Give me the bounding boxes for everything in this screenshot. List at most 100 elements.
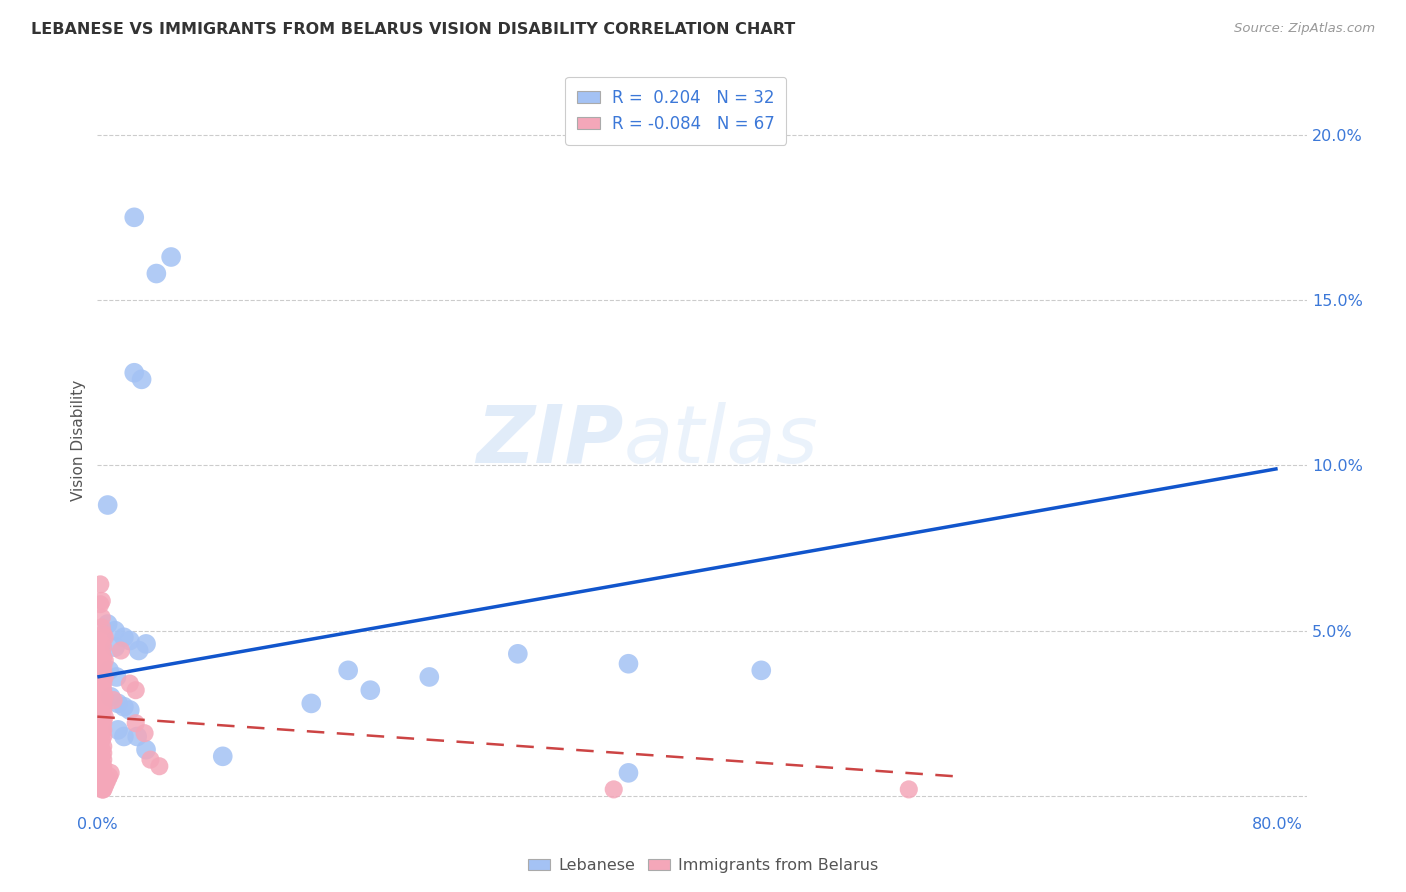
Point bbox=[91, 703, 114, 717]
Point bbox=[112, 630, 135, 644]
Point bbox=[148, 759, 170, 773]
Point bbox=[91, 640, 114, 655]
Point bbox=[603, 782, 626, 797]
Point bbox=[135, 637, 157, 651]
Point bbox=[122, 366, 145, 380]
Point bbox=[91, 716, 114, 731]
Point bbox=[127, 730, 149, 744]
Point bbox=[91, 676, 114, 690]
Point bbox=[125, 683, 148, 698]
Point bbox=[90, 732, 112, 747]
Point bbox=[91, 779, 114, 793]
Point bbox=[90, 610, 112, 624]
Point bbox=[90, 749, 112, 764]
Point bbox=[749, 664, 772, 678]
Point bbox=[91, 713, 114, 727]
Point bbox=[93, 653, 115, 667]
Point bbox=[91, 660, 114, 674]
Point bbox=[122, 211, 145, 225]
Text: Source: ZipAtlas.com: Source: ZipAtlas.com bbox=[1234, 22, 1375, 36]
Point bbox=[91, 782, 114, 797]
Point bbox=[91, 776, 114, 790]
Point bbox=[160, 250, 183, 264]
Point bbox=[90, 709, 112, 723]
Point bbox=[128, 643, 150, 657]
Legend: Lebanese, Immigrants from Belarus: Lebanese, Immigrants from Belarus bbox=[522, 852, 884, 880]
Point bbox=[211, 749, 233, 764]
Point bbox=[110, 643, 132, 657]
Point bbox=[112, 730, 135, 744]
Point bbox=[118, 676, 141, 690]
Point bbox=[359, 683, 381, 698]
Point bbox=[107, 697, 129, 711]
Point bbox=[90, 720, 112, 734]
Point bbox=[135, 742, 157, 756]
Point bbox=[91, 763, 114, 777]
Point bbox=[91, 666, 114, 681]
Point bbox=[90, 647, 112, 661]
Point bbox=[97, 772, 120, 787]
Point bbox=[506, 647, 529, 661]
Point bbox=[89, 577, 111, 591]
Point bbox=[91, 769, 114, 783]
Point bbox=[103, 693, 125, 707]
Point bbox=[93, 630, 115, 644]
Text: atlas: atlas bbox=[624, 401, 818, 480]
Point bbox=[100, 690, 122, 704]
Text: LEBANESE VS IMMIGRANTS FROM BELARUS VISION DISABILITY CORRELATION CHART: LEBANESE VS IMMIGRANTS FROM BELARUS VISI… bbox=[31, 22, 796, 37]
Point bbox=[91, 739, 114, 754]
Point bbox=[617, 657, 640, 671]
Point bbox=[118, 633, 141, 648]
Point bbox=[118, 703, 141, 717]
Point bbox=[93, 670, 115, 684]
Point bbox=[90, 756, 112, 770]
Point bbox=[96, 776, 118, 790]
Point bbox=[90, 594, 112, 608]
Point bbox=[98, 664, 121, 678]
Point bbox=[299, 697, 322, 711]
Point bbox=[91, 746, 114, 760]
Point bbox=[90, 673, 112, 688]
Point bbox=[91, 650, 114, 665]
Point bbox=[90, 620, 112, 634]
Point bbox=[90, 765, 112, 780]
Point bbox=[91, 627, 114, 641]
Point bbox=[897, 782, 920, 797]
Point bbox=[90, 772, 112, 787]
Point bbox=[91, 782, 114, 797]
Point bbox=[105, 670, 128, 684]
Point bbox=[90, 782, 112, 797]
Point bbox=[337, 664, 360, 678]
Point bbox=[91, 683, 114, 698]
Point bbox=[134, 726, 156, 740]
Point bbox=[98, 769, 121, 783]
Point bbox=[104, 640, 127, 655]
Y-axis label: Vision Disability: Vision Disability bbox=[72, 380, 86, 501]
Point bbox=[90, 742, 112, 756]
Legend: R =  0.204   N = 32, R = -0.084   N = 67: R = 0.204 N = 32, R = -0.084 N = 67 bbox=[565, 77, 786, 145]
Point bbox=[91, 697, 114, 711]
Point bbox=[145, 267, 167, 281]
Text: ZIP: ZIP bbox=[477, 401, 624, 480]
Point bbox=[125, 716, 148, 731]
Point bbox=[93, 709, 115, 723]
Point bbox=[107, 723, 129, 737]
Point bbox=[93, 779, 115, 793]
Point bbox=[418, 670, 440, 684]
Point bbox=[90, 779, 112, 793]
Point bbox=[97, 498, 120, 512]
Point bbox=[91, 686, 114, 700]
Point bbox=[97, 617, 120, 632]
Point bbox=[139, 753, 162, 767]
Point bbox=[93, 690, 115, 704]
Point bbox=[90, 680, 112, 694]
Point bbox=[91, 723, 114, 737]
Point bbox=[90, 637, 112, 651]
Point bbox=[91, 759, 114, 773]
Point bbox=[90, 726, 112, 740]
Point bbox=[91, 730, 114, 744]
Point bbox=[112, 699, 135, 714]
Point bbox=[100, 765, 122, 780]
Point bbox=[617, 765, 640, 780]
Point bbox=[104, 624, 127, 638]
